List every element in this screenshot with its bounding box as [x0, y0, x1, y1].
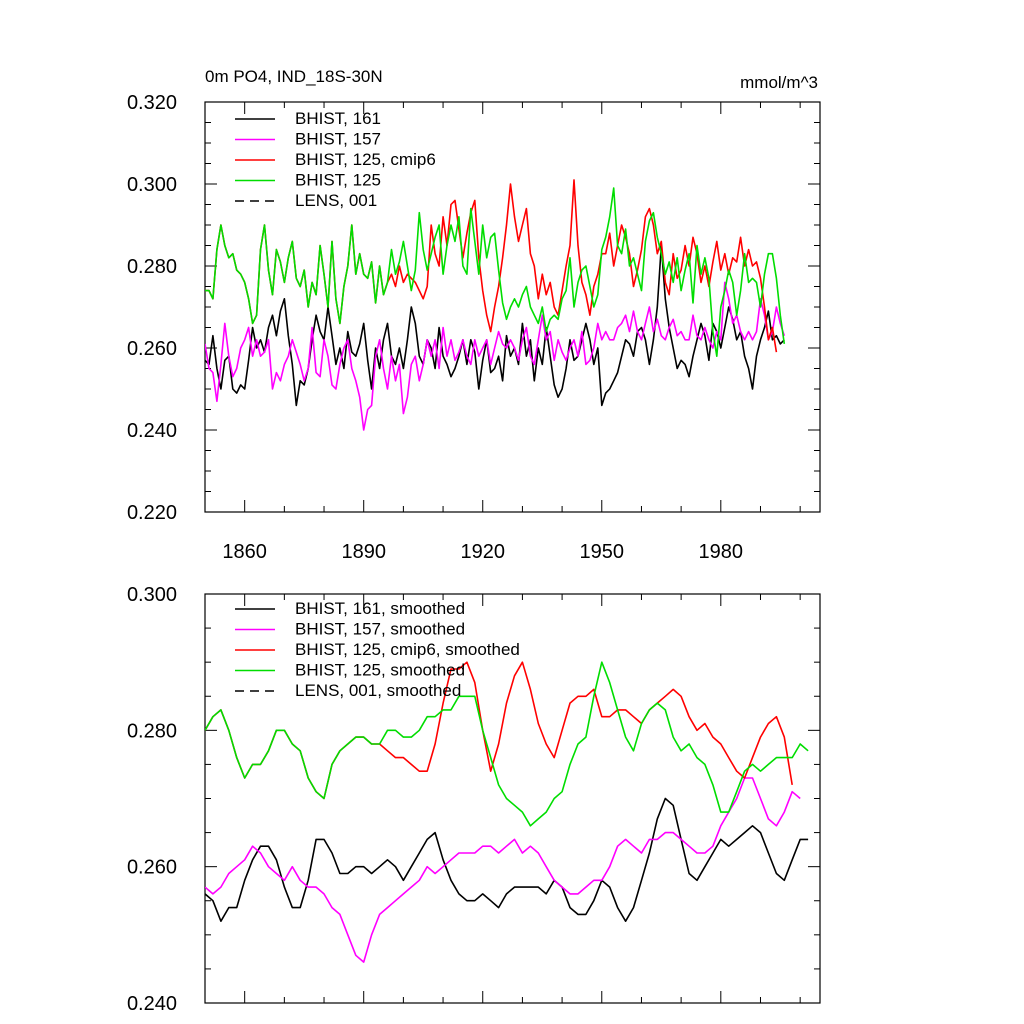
y-tick-label: 0.240	[127, 420, 177, 442]
legend-label: BHIST, 157, smoothed	[295, 620, 465, 639]
y-tick-label: 0.240	[127, 993, 177, 1015]
legend-entry: BHIST, 125	[235, 171, 381, 190]
legend-label: LENS, 001, smoothed	[295, 681, 461, 700]
x-tick-label: 1920	[460, 541, 505, 563]
series-line-2	[205, 777, 801, 963]
y-tick-label: 0.260	[127, 338, 177, 360]
x-tick-label: 1890	[341, 541, 386, 563]
legend-entry: LENS, 001, smoothed	[235, 681, 461, 700]
legend-entry: BHIST, 161	[235, 109, 381, 128]
legend-label: BHIST, 161, smoothed	[295, 599, 465, 618]
legend-label: BHIST, 157	[295, 130, 381, 149]
x-tick-label: 1950	[580, 541, 625, 563]
y-tick-label: 0.320	[127, 92, 177, 114]
series-line-1	[205, 244, 785, 407]
legend-entry: BHIST, 125, cmip6	[235, 150, 436, 169]
y-tick-label: 0.300	[127, 174, 177, 196]
legend-label: BHIST, 125, cmip6, smoothed	[295, 640, 520, 659]
series-line-1	[205, 797, 809, 923]
legend-label: BHIST, 125, cmip6	[295, 150, 436, 169]
bottom-panel: 0.240 0.260 0.280 0.300 BHIST, 161, smoothed…	[127, 584, 821, 1015]
x-tick-label: 1980	[699, 541, 744, 563]
legend-entry: BHIST, 157	[235, 130, 381, 149]
y-tick-label: 0.280	[127, 720, 177, 742]
legend-entry: BHIST, 125, cmip6, smoothed	[235, 640, 520, 659]
series-line-4	[205, 661, 809, 827]
y-tick-label: 0.220	[127, 502, 177, 524]
legend-label: LENS, 001	[295, 191, 377, 210]
legend-entry: BHIST, 157, smoothed	[235, 620, 465, 639]
series-line-3	[205, 661, 793, 800]
legend-entry: LENS, 001	[235, 191, 377, 210]
chart-title: 0m PO4, IND_18S-30N	[205, 67, 383, 86]
top-panel: 0.220 0.240 0.260 0.280 0.300 0.320 1860 1890 19…	[127, 67, 821, 563]
units-label: mmol/m^3	[740, 73, 818, 92]
legend-entry: BHIST, 125, smoothed	[235, 661, 465, 680]
legend-label: BHIST, 161	[295, 109, 381, 128]
legend-label: BHIST, 125	[295, 171, 381, 190]
y-tick-label: 0.280	[127, 256, 177, 278]
series-line-2	[205, 281, 786, 431]
legend-entry: BHIST, 161, smoothed	[235, 599, 465, 618]
legend-label: BHIST, 125, smoothed	[295, 661, 465, 680]
y-tick-label: 0.300	[127, 584, 177, 606]
x-tick-label: 1860	[222, 541, 267, 563]
series-line-4	[205, 187, 786, 358]
y-tick-label: 0.260	[127, 857, 177, 879]
